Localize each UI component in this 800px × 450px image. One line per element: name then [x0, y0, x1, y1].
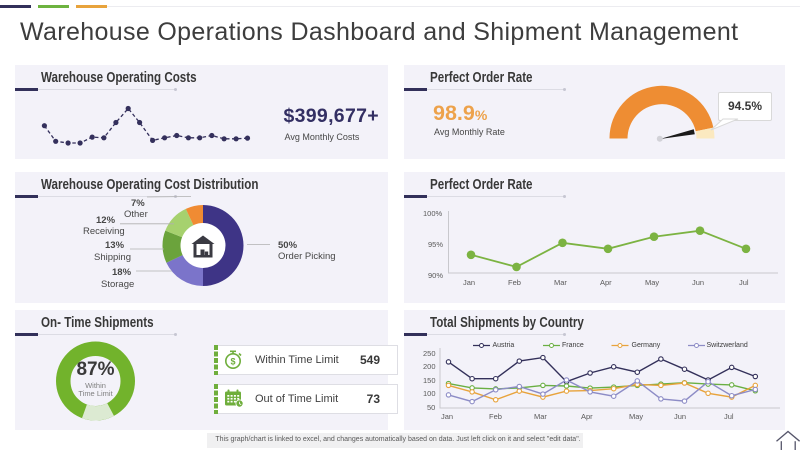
svg-text:$: $ — [230, 357, 235, 367]
